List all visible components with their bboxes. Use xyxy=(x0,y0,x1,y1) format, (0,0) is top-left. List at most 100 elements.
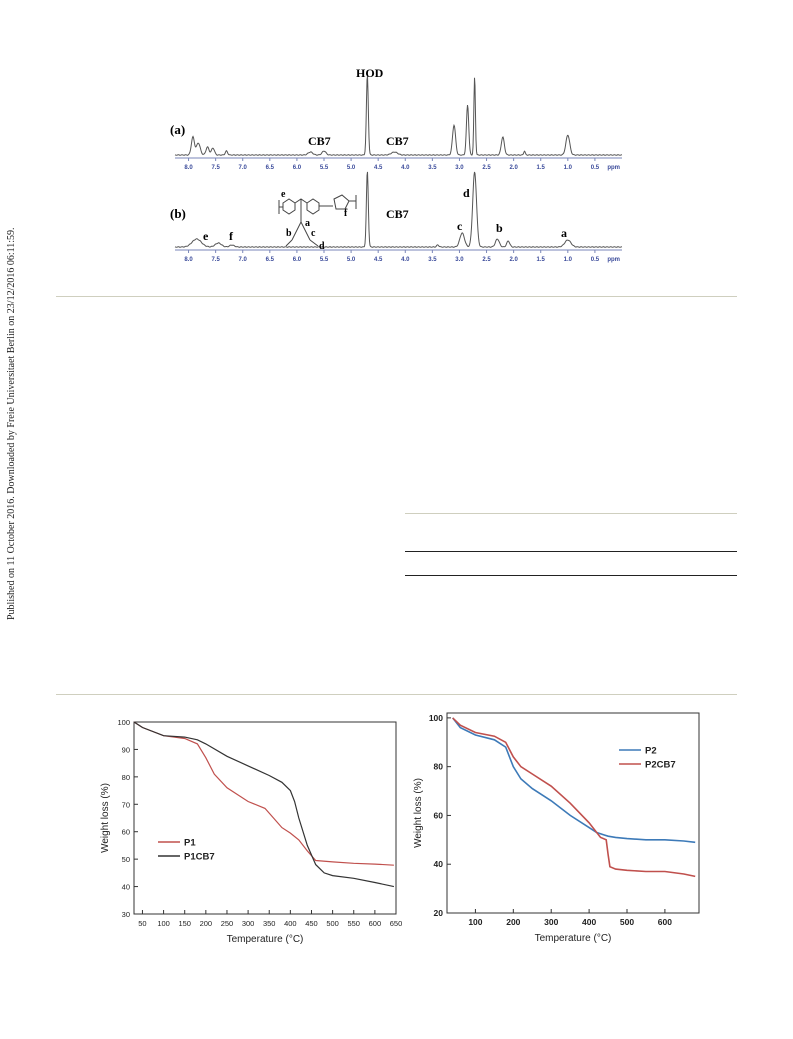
x-tick-label: 200 xyxy=(200,919,213,928)
spectrum-b-tick-label: 2.5 xyxy=(482,257,491,263)
y-axis-label: Weight loss (%) xyxy=(413,778,424,848)
y-tick-label: 20 xyxy=(434,908,444,918)
hod-label: HOD xyxy=(356,66,384,80)
nmr-spectra-figure: 8.0 7.5 7.0 6.5 6.0 5.5 5.0 4.5 4.0 3.5 3.0 2.5 2.0 1… xyxy=(170,66,623,263)
spectrum-a-trace xyxy=(174,75,623,156)
tga-chart-p2: 100 200 300 400 500 600 20 40 60 80 100 Temperature… xyxy=(413,712,700,944)
x-tick-label: 50 xyxy=(138,919,146,928)
spectrum-b-tick-label: 6.0 xyxy=(293,257,302,263)
peak-label-f: f xyxy=(229,229,234,243)
download-note: Published on 11 October 2016. Downloaded… xyxy=(6,227,20,634)
spectrum-a-tick-label: 8.0 xyxy=(184,165,193,171)
y-tick-label: 40 xyxy=(434,859,444,869)
peak-label-c: c xyxy=(457,219,463,233)
y-tick-label: 70 xyxy=(122,800,130,809)
spectrum-a-tick-label: 7.5 xyxy=(211,165,220,171)
x-tick-label: 300 xyxy=(242,919,255,928)
y-tick-label: 50 xyxy=(122,855,130,864)
panel-b-label: (b) xyxy=(170,206,186,221)
spectrum-a-tick-label: 6.5 xyxy=(266,165,275,171)
cb7-label-b: CB7 xyxy=(386,207,409,221)
spectrum-b-unit-label: ppm xyxy=(607,257,620,263)
series-line-p2 xyxy=(452,717,696,844)
legend-label-p2: P2 xyxy=(645,746,657,757)
spectrum-b: 8.0 7.5 7.0 6.5 6.0 5.5 5.0 4.5 4.0 3.5 3.0 2.5 2.0 1… xyxy=(174,171,623,263)
spectrum-b-tick-label: 0.5 xyxy=(591,257,600,263)
plot-frame xyxy=(446,712,700,914)
series-line-p1cb7 xyxy=(133,721,395,888)
spectrum-b-tick-label: 6.5 xyxy=(266,257,275,263)
structure-label-b: b xyxy=(286,228,292,239)
spectrum-b-tick-label: 5.0 xyxy=(347,257,356,263)
x-tick-label: 550 xyxy=(347,919,360,928)
x-tick-label: 100 xyxy=(468,917,482,927)
x-tick-label: 500 xyxy=(620,917,634,927)
peak-label-d: d xyxy=(463,186,470,200)
y-tick-label: 60 xyxy=(122,828,130,837)
spectrum-a-tick-label: 6.0 xyxy=(293,165,302,171)
x-tick-label: 450 xyxy=(305,919,318,928)
spectrum-a-tick-label: 2.5 xyxy=(482,165,491,171)
panel-a-label: (a) xyxy=(170,122,185,137)
spectrum-a-tick-label: 1.5 xyxy=(537,165,546,171)
spectrum-a-tick-label: 3.0 xyxy=(455,165,464,171)
peak-label-e: e xyxy=(203,229,209,243)
spectrum-a-tick-label: 2.0 xyxy=(509,165,518,171)
y-tick-label: 30 xyxy=(122,910,130,919)
legend-label-p2cb7: P2CB7 xyxy=(645,760,676,771)
x-axis-label: Temperature (°C) xyxy=(227,934,304,945)
spectrum-a-tick-label: 0.5 xyxy=(591,165,600,171)
y-tick-label: 40 xyxy=(122,883,130,892)
figure-divider-top xyxy=(56,296,737,297)
spectrum-a: 8.0 7.5 7.0 6.5 6.0 5.5 5.0 4.5 4.0 3.5 3.0 2.5 2.0 1… xyxy=(174,75,623,171)
spectrum-b-tick-label: 8.0 xyxy=(184,257,193,263)
y-axis-label: Weight loss (%) xyxy=(100,783,111,853)
y-tick-label: 80 xyxy=(122,773,130,782)
legend-label-p1: P1 xyxy=(184,838,196,849)
spectrum-a-tick-label: 1.0 xyxy=(564,165,573,171)
x-axis-label: Temperature (°C) xyxy=(535,933,612,944)
spectrum-b-tick-label: 1.0 xyxy=(564,257,573,263)
spectrum-b-tick-label: 4.0 xyxy=(401,257,410,263)
y-tick-label: 90 xyxy=(122,745,130,754)
table-header-rule xyxy=(405,551,737,552)
spectrum-b-tick-label: 5.5 xyxy=(320,257,329,263)
table-bottom-rule xyxy=(405,575,737,576)
x-tick-label: 150 xyxy=(178,919,191,928)
x-tick-label: 650 xyxy=(390,919,403,928)
structure-label-d: d xyxy=(319,241,325,252)
x-tick-label: 500 xyxy=(326,919,339,928)
x-tick-label: 100 xyxy=(157,919,170,928)
plot-frame xyxy=(133,721,397,915)
x-tick-label: 300 xyxy=(544,917,558,927)
spectrum-b-trace xyxy=(174,171,623,248)
spectrum-b-tick-label: 7.0 xyxy=(239,257,248,263)
x-tick-label: 600 xyxy=(369,919,382,928)
spectrum-a-tick-label: 5.0 xyxy=(347,165,356,171)
download-note-text: Published on 11 October 2016. Downloaded… xyxy=(6,227,17,620)
spectrum-a-tick-label: 5.5 xyxy=(320,165,329,171)
series-line-p1 xyxy=(133,721,394,866)
spectrum-b-tick-label: 4.5 xyxy=(374,257,383,263)
x-tick-label: 250 xyxy=(221,919,234,928)
spectrum-b-tick-label: 3.5 xyxy=(428,257,437,263)
y-tick-label: 100 xyxy=(117,718,130,727)
spectrum-a-tick-label: 7.0 xyxy=(239,165,248,171)
y-tick-label: 100 xyxy=(429,713,443,723)
structure-label-c: c xyxy=(311,228,316,239)
x-tick-label: 400 xyxy=(582,917,596,927)
series-line-p2cb7 xyxy=(452,717,696,878)
polymer-structure xyxy=(278,194,357,247)
y-tick-label: 60 xyxy=(434,810,444,820)
spectrum-b-tick-label: 7.5 xyxy=(211,257,220,263)
cb7-label-a1: CB7 xyxy=(308,134,331,148)
structure-label-a: a xyxy=(305,218,310,229)
y-tick-label: 80 xyxy=(434,762,444,772)
peak-label-b: b xyxy=(496,221,503,235)
spectrum-b-tick-label: 3.0 xyxy=(455,257,464,263)
spectrum-a-tick-label: 4.5 xyxy=(374,165,383,171)
table-top-rule xyxy=(405,513,737,514)
structure-label-f: f xyxy=(344,208,348,219)
spectrum-a-tick-label: 3.5 xyxy=(428,165,437,171)
x-tick-label: 600 xyxy=(658,917,672,927)
